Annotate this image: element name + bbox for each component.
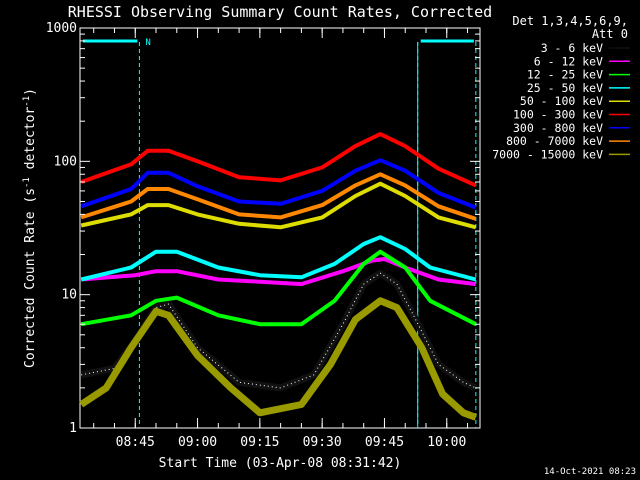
legend-label: 12 - 25 keV bbox=[527, 68, 603, 82]
legend-label: 7000 - 15000 keV bbox=[492, 147, 603, 161]
detector-info-line-2: Att 0 bbox=[592, 27, 628, 41]
y-tick-label: 100 bbox=[54, 154, 77, 169]
series-line bbox=[80, 181, 477, 230]
y-tick-label: 10 bbox=[61, 288, 77, 303]
series-line bbox=[79, 297, 478, 421]
legend-label: 6 - 12 keV bbox=[534, 54, 603, 68]
y-tick-label: 1000 bbox=[46, 21, 77, 36]
legend-label: 25 - 50 keV bbox=[527, 81, 603, 95]
x-tick-label: 09:15 bbox=[240, 435, 279, 450]
series-line bbox=[80, 235, 477, 282]
legend-label: 100 - 300 keV bbox=[513, 108, 603, 122]
detector-info-line-1: Det 1,3,4,5,6,9, bbox=[512, 14, 628, 28]
x-axis-label: Start Time (03-Apr-08 08:31:42) bbox=[159, 456, 402, 471]
series-line bbox=[80, 172, 477, 221]
plot-frame bbox=[79, 27, 481, 429]
y-tick-label: 1 bbox=[69, 421, 77, 436]
x-tick-label: 09:30 bbox=[303, 435, 342, 450]
x-tick-label: 10:00 bbox=[427, 435, 466, 450]
series-line bbox=[80, 132, 477, 188]
chart-title: RHESSI Observing Summary Count Rates, Co… bbox=[68, 3, 492, 21]
footer-timestamp: 14-Oct-2021 08:23 bbox=[544, 467, 636, 477]
legend-label: 3 - 6 keV bbox=[541, 41, 603, 55]
series-line bbox=[80, 249, 477, 327]
night-marker-label: N bbox=[145, 38, 150, 48]
y-axis-label: Corrected Count Rate (s-1 detector-1) bbox=[22, 88, 38, 368]
x-tick-label: 08:45 bbox=[116, 435, 155, 450]
legend-label: 300 - 800 keV bbox=[513, 121, 603, 135]
x-tick-label: 09:45 bbox=[365, 435, 404, 450]
legend-label: 800 - 7000 keV bbox=[506, 134, 603, 148]
x-tick-label: 09:00 bbox=[178, 435, 217, 450]
series-line bbox=[80, 158, 477, 210]
legend-label: 50 - 100 keV bbox=[520, 94, 603, 108]
